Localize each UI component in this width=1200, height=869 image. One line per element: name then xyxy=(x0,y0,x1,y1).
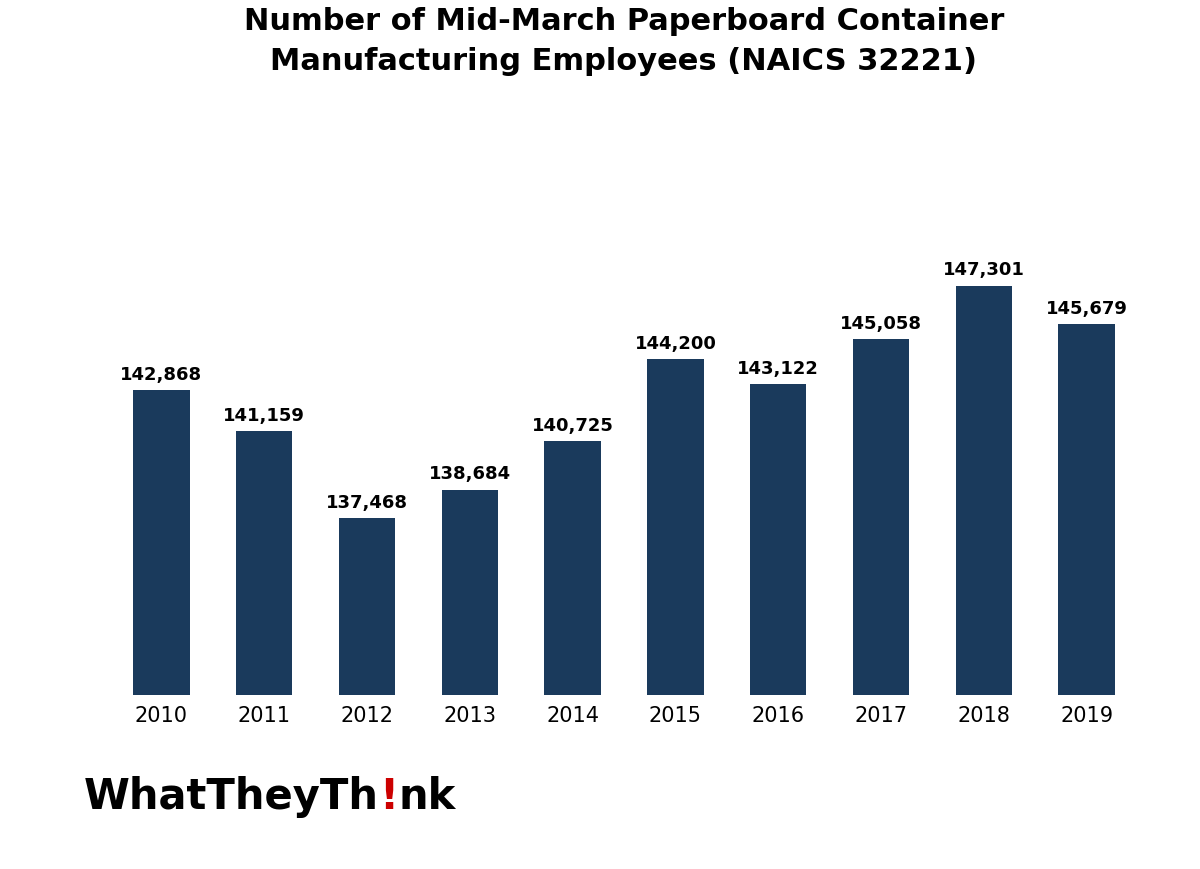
Bar xyxy=(750,385,806,869)
Text: 137,468: 137,468 xyxy=(326,494,408,512)
Bar xyxy=(442,490,498,869)
Title: Number of Mid-March Paperboard Container
Manufacturing Employees (NAICS 32221): Number of Mid-March Paperboard Container… xyxy=(244,7,1004,76)
Text: 140,725: 140,725 xyxy=(532,416,613,434)
Text: 145,058: 145,058 xyxy=(840,315,922,332)
Text: !: ! xyxy=(379,775,398,817)
Bar xyxy=(647,360,703,869)
Text: WhatTheyTh: WhatTheyTh xyxy=(84,775,379,817)
Text: 141,159: 141,159 xyxy=(223,407,305,424)
Bar xyxy=(853,339,910,869)
Text: nk: nk xyxy=(398,775,455,817)
Bar xyxy=(1058,325,1115,869)
Bar xyxy=(133,391,190,869)
Text: 145,679: 145,679 xyxy=(1045,300,1128,317)
Text: 144,200: 144,200 xyxy=(635,335,716,353)
Bar xyxy=(545,441,601,869)
Text: 147,301: 147,301 xyxy=(943,262,1025,279)
Text: 143,122: 143,122 xyxy=(737,360,820,378)
Text: 138,684: 138,684 xyxy=(428,465,511,483)
Bar xyxy=(955,286,1012,869)
Bar xyxy=(338,519,395,869)
Bar xyxy=(236,431,293,869)
Text: 142,868: 142,868 xyxy=(120,366,203,384)
